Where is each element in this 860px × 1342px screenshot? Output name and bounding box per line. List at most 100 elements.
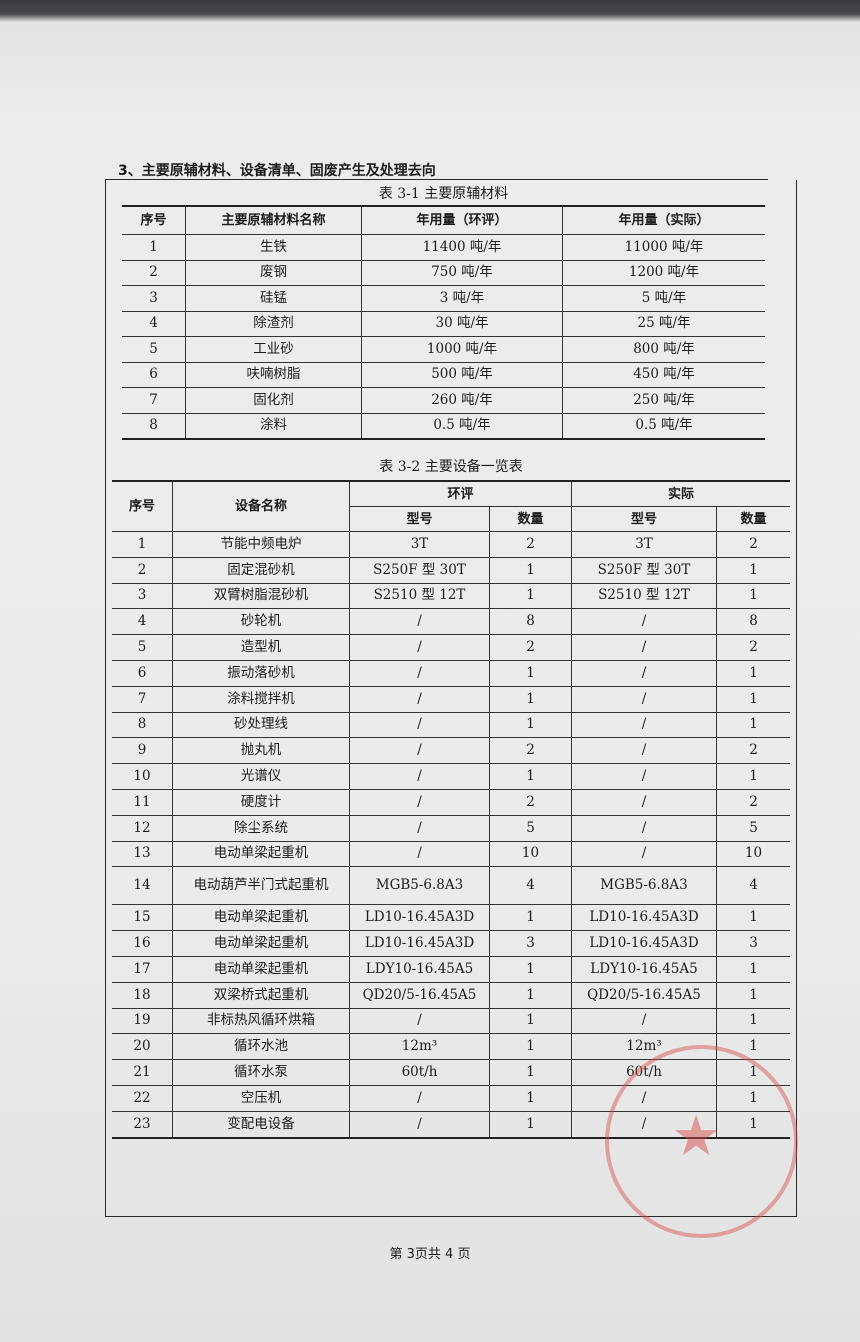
cell-actual-quantity: 3 [716,930,790,957]
cell-actual-quantity: 4 [716,866,790,906]
cell-eia-model: / [349,659,490,687]
cell-actual-quantity: 1 [716,711,790,739]
cell-index: 5 [112,634,173,661]
company-seal-stamp: ★ [605,1045,798,1238]
frame-top-border [105,179,768,180]
cell-index: 7 [122,387,186,414]
table-row: 20 循环水池 12m³ 1 12m³ 1 [112,1033,790,1061]
cell-eia-quantity: 1 [489,1033,572,1061]
table-row: 6 振动落砂机/1/1 [112,659,790,687]
header-material-name: 主要原辅材料名称 [185,205,362,235]
cell-index: 5 [122,336,186,363]
cell-actual-model: S2510 型 12T [571,582,717,610]
table-row: 14 电动葫芦半门式起重机 MGB5-6.8A3 4 MGB5-6.8A3 4 [112,866,790,906]
cell-material-name: 除渣剂 [185,310,362,337]
cell-material-name: 呋喃树脂 [185,361,362,388]
table-row: 8 涂料 0.5 吨/年 0.5 吨/年 [122,412,765,440]
cell-eia-model: MGB5-6.8A3 [349,866,490,906]
cell-equipment-name: 变配电设备 [172,1110,350,1139]
cell-actual-quantity: 1 [716,981,790,1009]
cell-eia-model: / [349,1110,490,1139]
page-number: 第 3页共 4 页 [389,1247,471,1262]
cell-index: 3 [112,582,173,610]
cell-eia-model: LD10-16.45A3D [349,904,490,932]
cell-eia-quantity: 3 [489,930,572,957]
raw-materials-table: 序号 主要原辅材料名称 年用量（环评） 年用量（实际） 1 生铁 11400 吨/年… [122,205,765,440]
cell-index: 8 [112,711,173,739]
header-group-eia: 环评 [349,480,572,507]
cell-usage-actual: 5 吨/年 [562,285,765,312]
cell-material-name: 生铁 [185,234,362,261]
cell-equipment-name: 硬度计 [172,788,350,816]
cell-index: 14 [112,866,173,906]
cell-eia-quantity: 2 [489,634,572,661]
cell-material-name: 涂料 [185,412,362,440]
cell-equipment-name: 砂轮机 [172,608,350,636]
cell-eia-model: / [349,608,490,636]
table-row: 9 抛丸机/2/2 [112,737,790,765]
cell-eia-model: / [349,634,490,661]
cell-eia-quantity: 2 [489,788,572,816]
cell-index: 1 [122,234,186,261]
table-header-row: 序号 主要原辅材料名称 年用量（环评） 年用量（实际） [122,205,765,235]
content-frame [105,180,797,1217]
cell-eia-model: QD20/5-16.45A5 [349,981,490,1009]
cell-equipment-name: 非标热风循环烘箱 [172,1007,350,1035]
table1-caption: 表 3-1 主要原辅材料 [378,186,509,202]
cell-actual-model: / [571,840,717,868]
cell-index: 11 [112,788,173,816]
cell-equipment-name: 循环水泵 [172,1059,350,1086]
cell-usage-eia: 1000 吨/年 [361,336,563,363]
header-actual-quantity: 数量 [716,506,790,532]
table2-caption: 表 3-2 主要设备一览表 [379,459,523,475]
header-index: 序号 [122,205,186,235]
cell-index: 18 [112,981,173,1009]
cell-actual-quantity: 1 [716,955,790,983]
cell-eia-quantity: 1 [489,1059,572,1086]
cell-eia-model: / [349,840,490,868]
cell-eia-quantity: 1 [489,659,572,687]
cell-actual-model: LD10-16.45A3D [571,930,717,957]
cell-usage-eia: 0.5 吨/年 [361,412,563,440]
cell-eia-quantity: 1 [489,763,572,790]
cell-eia-model: LD10-16.45A3D [349,930,490,957]
cell-usage-actual: 11000 吨/年 [562,234,765,261]
cell-equipment-name: 抛丸机 [172,737,350,765]
cell-actual-model: / [571,608,717,636]
cell-usage-actual: 250 吨/年 [562,387,765,414]
cell-usage-eia: 11400 吨/年 [361,234,563,261]
cell-index: 23 [112,1110,173,1139]
cell-equipment-name: 电动单梁起重机 [172,955,350,983]
table-row: 1 节能中频电炉 3T 2 3T 2 [112,531,790,558]
cell-eia-model: 60t/h [349,1059,490,1086]
cell-actual-model: LD10-16.45A3D [571,904,717,932]
cell-eia-model: / [349,763,490,790]
cell-index: 3 [122,285,186,312]
cell-equipment-name: 振动落砂机 [172,659,350,687]
header-usage-actual: 年用量（实际） [562,205,765,235]
cell-equipment-name: 除尘系统 [172,814,350,842]
cell-eia-model: / [349,1084,490,1112]
header-index: 序号 [112,480,173,532]
cell-index: 15 [112,904,173,932]
cell-eia-quantity: 2 [489,737,572,765]
cell-actual-quantity: 1 [716,685,790,713]
table-row: 18 双梁桥式起重机 QD20/5-16.45A5 1 QD20/5-16.45A5 1 [112,981,790,1009]
cell-index: 16 [112,930,173,957]
cell-index: 6 [112,659,173,687]
cell-material-name: 硅锰 [185,285,362,312]
cell-actual-model: / [571,659,717,687]
table-row: 4 除渣剂 30 吨/年 25 吨/年 [122,310,765,337]
section-title: 3、主要原辅材料、设备清单、固废产生及处理去向 [118,163,436,179]
header-eia-model: 型号 [349,506,490,532]
cell-material-name: 废钢 [185,259,362,286]
cell-usage-eia: 3 吨/年 [361,285,563,312]
cell-actual-quantity: 2 [716,737,790,765]
cell-equipment-name: 涂料搅拌机 [172,685,350,713]
cell-index: 13 [112,840,173,868]
cell-actual-model: / [571,788,717,816]
table-row: 7 涂料搅拌机/1/1 [112,685,790,713]
cell-actual-model: / [571,711,717,739]
header-equipment-name: 设备名称 [172,480,350,532]
cell-actual-quantity: 2 [716,634,790,661]
